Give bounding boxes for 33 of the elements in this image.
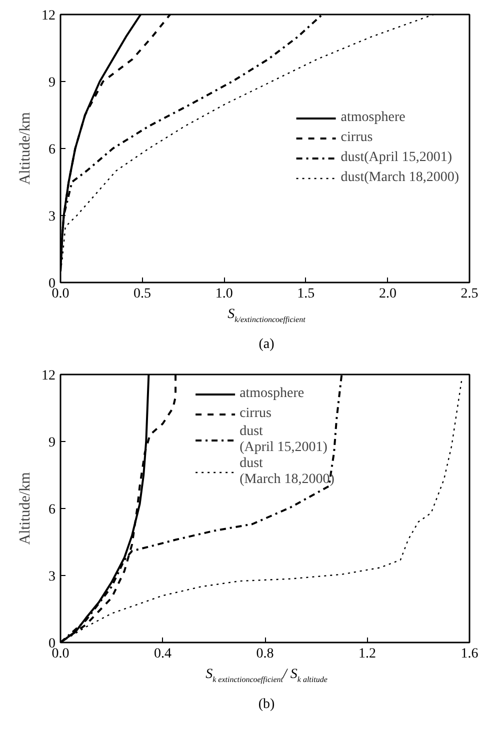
legend-label: atmosphere (340, 110, 406, 126)
x-axis-title: S$_{k/extinctioncoefficient}$ (228, 306, 306, 326)
x-tick-label: 1.5 (297, 286, 315, 302)
text: (b) (258, 696, 275, 714)
x-tick-label: 1.2 (358, 646, 376, 662)
x-tick-label: 0.5 (134, 286, 152, 302)
legend-label: cirrus (240, 406, 272, 422)
y-tick-label: 12 (42, 368, 56, 384)
text: (a) (258, 336, 274, 354)
legend-label: atmosphere (240, 386, 304, 402)
x-tick-label: 0.0 (52, 646, 70, 662)
legend-label: dust (April 15,2001) (240, 424, 328, 456)
x-tick-label: 0.4 (154, 646, 172, 662)
y-tick-label: 9 (48, 436, 56, 451)
y-tick-label: 6 (48, 142, 56, 158)
x-tick-label: 0.0 (52, 286, 70, 302)
y-tick-label: 3 (48, 570, 56, 585)
legend-label: dust(April 15,2001) (340, 150, 452, 166)
legend-label: dust(March 18,2000) (340, 170, 459, 186)
x-tick-label: 2.5 (460, 286, 478, 302)
x-axis-title: S$_{k extinctioncoefficient}$/ S$_{k altitude}$ (206, 666, 328, 686)
y-tick-label: 12 (42, 8, 56, 24)
legend-label: cirrus (340, 130, 373, 146)
x-tick-label: 1.0 (215, 286, 233, 302)
x-tick-label: 2.0 (378, 286, 396, 302)
x-tick-label: 1.6 (460, 646, 478, 662)
y-tick-label: 6 (48, 502, 56, 518)
y-tick-label: 3 (48, 210, 56, 224)
y-axis-title: Altitude/km (18, 112, 34, 185)
y-tick-label: 9 (48, 76, 56, 90)
y-axis-title: Altitude/km (18, 472, 34, 545)
legend-label: dust (March 18,2000) (240, 456, 334, 488)
x-tick-label: 0.8 (256, 646, 274, 662)
